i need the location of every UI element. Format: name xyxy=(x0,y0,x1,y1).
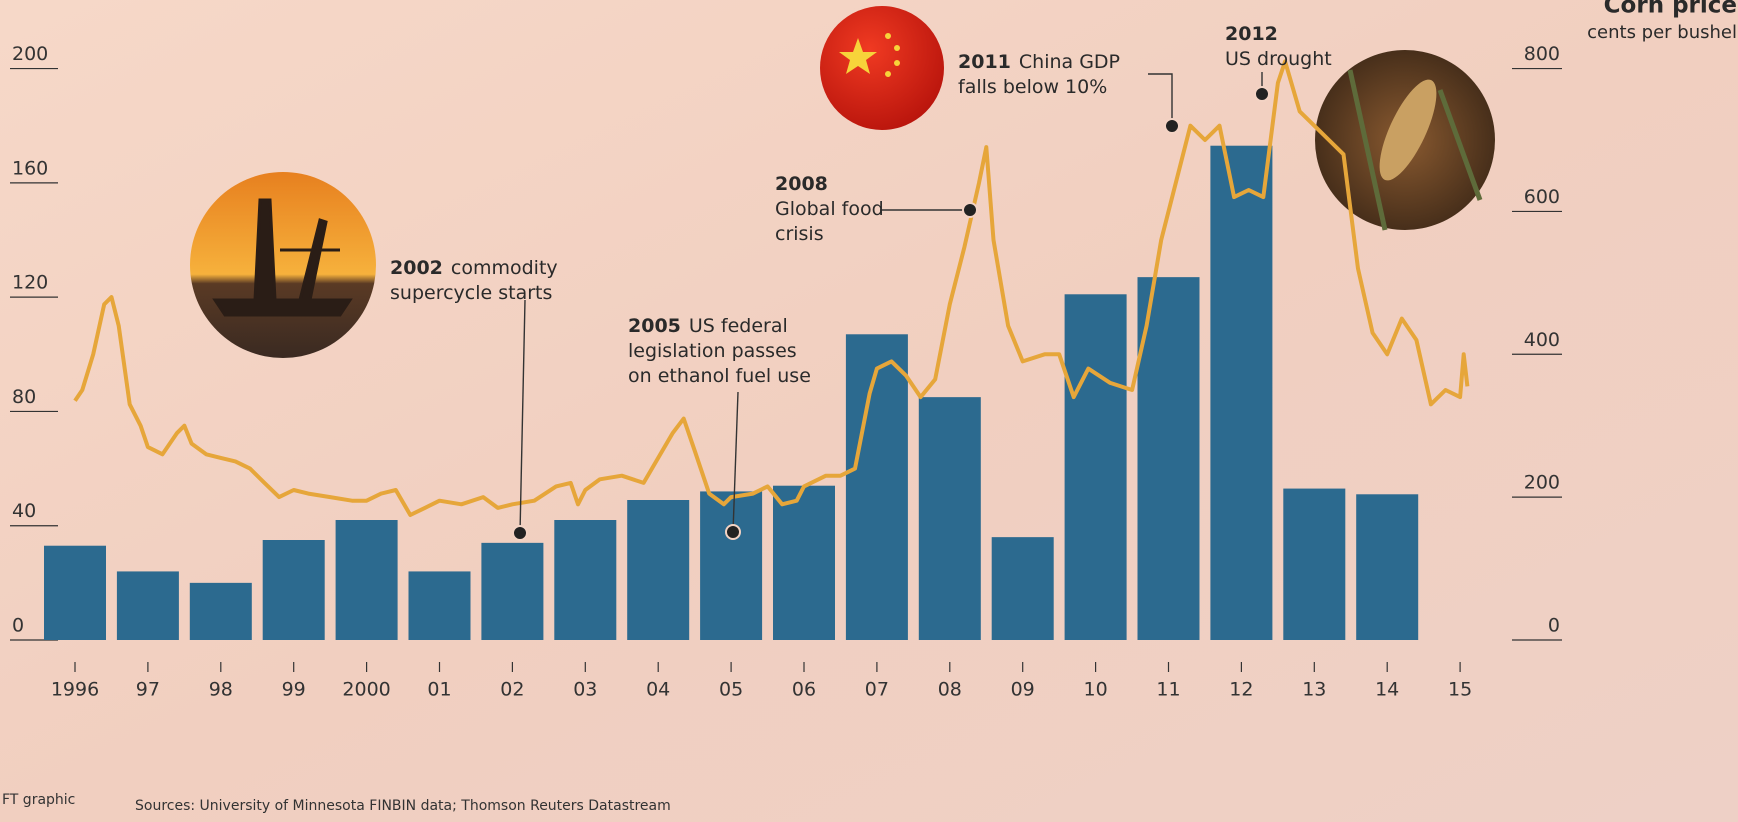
annotation-line: crisis xyxy=(775,223,824,245)
y2-tick-label: 600 xyxy=(1524,186,1560,208)
y2-tick-label: 400 xyxy=(1524,329,1560,351)
annotation-text: 2012 US drought xyxy=(1225,23,1332,70)
x-tick-label: 15 xyxy=(1448,679,1472,701)
bar xyxy=(116,571,179,640)
x-tick-label: 05 xyxy=(719,679,743,701)
bar xyxy=(845,334,908,640)
bar xyxy=(1137,277,1200,640)
x-tick-label: 12 xyxy=(1229,679,1253,701)
x-tick-label: 99 xyxy=(282,679,306,701)
x-tick-label: 06 xyxy=(792,679,816,701)
annotation-line: falls below 10% xyxy=(958,76,1107,98)
bar xyxy=(1064,294,1127,640)
line xyxy=(73,59,1470,517)
bar xyxy=(1210,145,1273,640)
annotation-line: US federal xyxy=(689,315,788,337)
y2-tick-label: 800 xyxy=(1524,43,1560,65)
source: Sources: University of Minnesota FINBIN … xyxy=(135,798,671,814)
bar xyxy=(627,500,690,640)
bar xyxy=(1356,494,1419,640)
bar xyxy=(554,520,617,640)
annotation-text: 2008 Global food crisis xyxy=(775,173,884,245)
y-tick-label: 0 xyxy=(12,615,24,637)
annotation-leader xyxy=(1148,73,1173,126)
bar xyxy=(991,537,1054,640)
bar xyxy=(44,545,106,640)
x-tick-label: 2000 xyxy=(342,679,390,701)
annotation-dot xyxy=(1164,118,1180,134)
annotation-year: 2005 xyxy=(628,315,681,337)
bar xyxy=(335,520,398,640)
y-tick-label: 80 xyxy=(12,386,36,408)
annotation-dot xyxy=(512,525,528,541)
annotation-line: China GDP xyxy=(1019,51,1120,73)
y2-tick-label: 200 xyxy=(1524,472,1560,494)
y-tick-label: 160 xyxy=(12,157,48,179)
annotation: 2012 US drought xyxy=(1225,23,1332,102)
annotation-leader xyxy=(732,391,739,533)
x-tick-label: 14 xyxy=(1375,679,1399,701)
y-tick-label: 200 xyxy=(12,43,48,65)
chart-title: Corn price xyxy=(1604,0,1737,19)
x-tick-label: 13 xyxy=(1302,679,1326,701)
annotation-line: commodity xyxy=(451,257,558,279)
bar xyxy=(481,542,544,640)
y-tick-label: 40 xyxy=(12,500,36,522)
bar xyxy=(189,582,252,640)
bar xyxy=(408,571,471,640)
bar xyxy=(918,397,981,640)
bar xyxy=(1283,488,1346,640)
annotation-line: on ethanol fuel use xyxy=(628,365,811,387)
annotation: 2011 China GDP falls below 10% xyxy=(958,51,1180,134)
y2-axis-label: cents per bushel xyxy=(1587,22,1737,43)
x-tick-label: 01 xyxy=(427,679,451,701)
annotation-text: 2002 commodity supercycle starts xyxy=(390,257,558,304)
annotation-year: 2012 xyxy=(1225,23,1278,45)
annotation-year: 2011 xyxy=(958,51,1011,73)
annotation-line: supercycle starts xyxy=(390,282,552,304)
bar xyxy=(773,485,835,640)
x-tick-label: 07 xyxy=(865,679,889,701)
x-tick-label: 97 xyxy=(136,679,160,701)
annotation-text: 2005 US federal legislation passes on ethan… xyxy=(628,315,811,387)
x-tick-label: 02 xyxy=(500,679,524,701)
annotation-dot xyxy=(725,524,741,540)
annotation-line: legislation passes xyxy=(628,340,797,362)
x-tick-label: 1996 xyxy=(51,679,99,701)
y2-tick-label: 0 xyxy=(1548,615,1560,637)
photo-oil-rig xyxy=(190,172,376,358)
x-tick-label: 09 xyxy=(1011,679,1035,701)
annotation-text: 2011 China GDP falls below 10% xyxy=(958,51,1120,98)
credit: FT graphic xyxy=(2,792,75,808)
annotation-dot xyxy=(1254,86,1270,102)
annotation-year: 2008 xyxy=(775,173,828,195)
annotation-leader xyxy=(519,299,526,534)
annotation-line: Global food xyxy=(775,198,884,220)
annotation: 2008 Global food crisis xyxy=(775,173,978,245)
photo-china-flag xyxy=(820,6,944,130)
y-tick-label: 120 xyxy=(12,272,48,294)
x-tick-label: 98 xyxy=(209,679,233,701)
x-tick-label: 04 xyxy=(646,679,670,701)
annotation-year: 2002 xyxy=(390,257,443,279)
x-tick-label: 10 xyxy=(1084,679,1108,701)
x-tick-label: 11 xyxy=(1156,679,1180,701)
x-tick-label: 08 xyxy=(938,679,962,701)
photo-corn xyxy=(1315,50,1495,231)
bar xyxy=(262,540,325,640)
annotation: 2005 US federal legislation passes on ethan… xyxy=(628,315,811,540)
annotation-dot xyxy=(962,202,978,218)
bar xyxy=(700,491,763,640)
annotation-line: US drought xyxy=(1225,48,1332,70)
x-tick-label: 03 xyxy=(573,679,597,701)
annotation: 2002 commodity supercycle starts xyxy=(390,257,558,541)
